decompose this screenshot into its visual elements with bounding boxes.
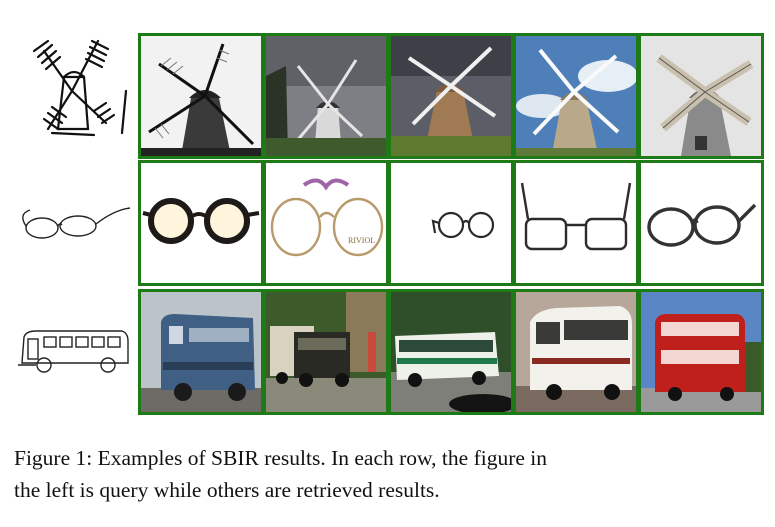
caption-line-2: the left is query while others are retri…: [14, 478, 440, 502]
caption-line-1: Figure 1: Examples of SBIR results. In e…: [14, 446, 548, 470]
query-sketch-bus: [14, 289, 132, 415]
result-glasses-4: [513, 160, 639, 286]
figure-1: RIVIOL: [0, 33, 775, 415]
result-bus-3: [388, 289, 514, 415]
row-bus: [0, 289, 775, 415]
result-windmill-4: [513, 33, 639, 159]
result-windmill-1: [138, 33, 264, 159]
result-bus-2: [263, 289, 389, 415]
query-sketch-glasses: [14, 160, 132, 286]
result-glasses-1: [138, 160, 264, 286]
result-glasses-2: RIVIOL: [263, 160, 389, 286]
svg-text:RIVIOL: RIVIOL: [348, 236, 375, 245]
result-bus-1: [138, 289, 264, 415]
result-bus-4: [513, 289, 639, 415]
result-glasses-5: [638, 160, 764, 286]
result-glasses-3: [388, 160, 514, 286]
result-bus-5: [638, 289, 764, 415]
result-windmill-2: [263, 33, 389, 159]
figure-caption: Figure 1: Examples of SBIR results. In e…: [14, 442, 764, 506]
row-glasses: RIVIOL: [0, 160, 775, 286]
result-windmill-5: [638, 33, 764, 159]
query-sketch-windmill: [14, 33, 132, 159]
result-windmill-3: [388, 33, 514, 159]
row-windmill: [0, 33, 775, 159]
